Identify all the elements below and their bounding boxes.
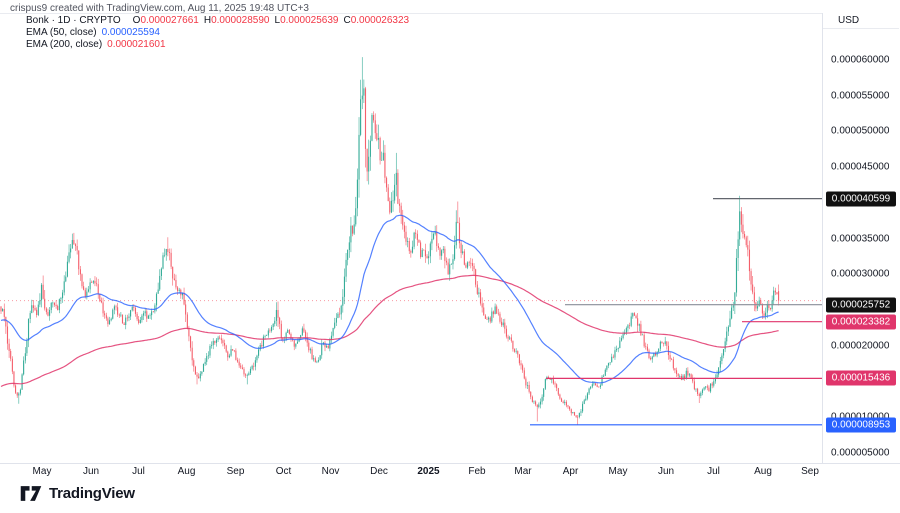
- time-label: Aug: [177, 466, 196, 477]
- time-axis[interactable]: May Jun Jul Aug Sep Oct Nov Dec 2025 Feb Mar Apr May…: [0, 464, 822, 479]
- ohlc-values: O0.000027661 H0.000028590 L0.000025639 C0.0…: [128, 15, 409, 26]
- legend-ema200-row[interactable]: EMA (200, close) 0.000021601: [26, 39, 409, 50]
- ema50-label: EMA (50, close): [26, 27, 97, 38]
- time-axis-separator: [0, 463, 900, 464]
- ohlc-value: 0.000028590: [211, 15, 270, 26]
- price-level-label: 0.000025752: [826, 297, 896, 313]
- time-label: Dec: [370, 466, 388, 477]
- ohlc-key: H: [203, 15, 212, 26]
- ohlc-key: L: [274, 15, 281, 26]
- time-label: Aug: [754, 466, 772, 477]
- time-label: Oct: [275, 466, 292, 477]
- time-label: Sep: [801, 466, 819, 477]
- symbol-title: Bonk · 1D · CRYPTO: [26, 15, 121, 26]
- legend-symbol-row[interactable]: Bonk · 1D · CRYPTO O0.000027661 H0.0000285…: [26, 15, 409, 26]
- tradingview-logo[interactable]: TradingView: [20, 485, 135, 502]
- price-axis-separator: [822, 13, 823, 463]
- time-label: May: [608, 466, 628, 477]
- price-level-label: 0.000008953: [826, 417, 896, 433]
- ohlc-value: 0.000026323: [350, 15, 410, 26]
- time-label: Jun: [657, 466, 675, 477]
- price-level-label: 0.000040599: [826, 191, 896, 207]
- down-wicks: [0, 86, 779, 425]
- time-label: Apr: [562, 466, 579, 477]
- ema50-value: 0.000025594: [101, 27, 160, 38]
- ohlc-key: C: [343, 15, 351, 26]
- ema-50-line: [0, 214, 779, 384]
- down-bodies: [0, 88, 780, 418]
- tradingview-logo-text: TradingView: [49, 485, 135, 502]
- price-tick: 0.000060000: [831, 54, 890, 66]
- price-tick: 0.000055000: [831, 90, 890, 102]
- time-label: Jul: [707, 466, 720, 477]
- price-tick: 0.000050000: [831, 125, 890, 137]
- price-tick: 0.000005000: [831, 447, 890, 459]
- time-label: 2025: [417, 466, 440, 477]
- price-tick: 0.000020000: [831, 340, 890, 352]
- time-label: Jul: [132, 466, 145, 477]
- time-label: Nov: [321, 466, 340, 477]
- chart-pane[interactable]: [0, 0, 822, 463]
- price-tick: 0.000030000: [831, 268, 890, 280]
- price-tick: 0.000045000: [831, 161, 890, 173]
- time-label: May: [32, 466, 52, 477]
- legend-ema50-row[interactable]: EMA (50, close) 0.000025594: [26, 27, 409, 38]
- top-separator: [0, 13, 900, 14]
- ohlc-value: 0.000025639: [280, 15, 339, 26]
- ohlc-key: O: [132, 15, 141, 26]
- tradingview-logo-icon: [20, 486, 42, 501]
- ema200-label: EMA (200, close): [26, 39, 103, 50]
- price-level-label: 0.000023382: [826, 314, 896, 330]
- price-axis[interactable]: USD 0.000060000 0.000055000 0.000050000 0.0…: [822, 13, 900, 463]
- attribution-text: crispus9 created with TradingView.com, A…: [10, 3, 309, 14]
- up-bodies: [2, 88, 775, 417]
- time-label: Feb: [468, 466, 486, 477]
- ema200-value: 0.000021601: [107, 39, 166, 50]
- up-wicks: [2, 57, 775, 419]
- price-level-label: 0.000015436: [826, 370, 896, 386]
- ema-200-line: [0, 274, 779, 388]
- chart-legend: Bonk · 1D · CRYPTO O0.000027661 H0.0000285…: [26, 15, 409, 51]
- time-label: Sep: [226, 466, 245, 477]
- ohlc-value: 0.000027661: [140, 15, 199, 26]
- currency-label: USD: [823, 13, 899, 29]
- time-label: Jun: [82, 466, 100, 477]
- price-tick: 0.000035000: [831, 233, 890, 245]
- time-label: Mar: [514, 466, 532, 477]
